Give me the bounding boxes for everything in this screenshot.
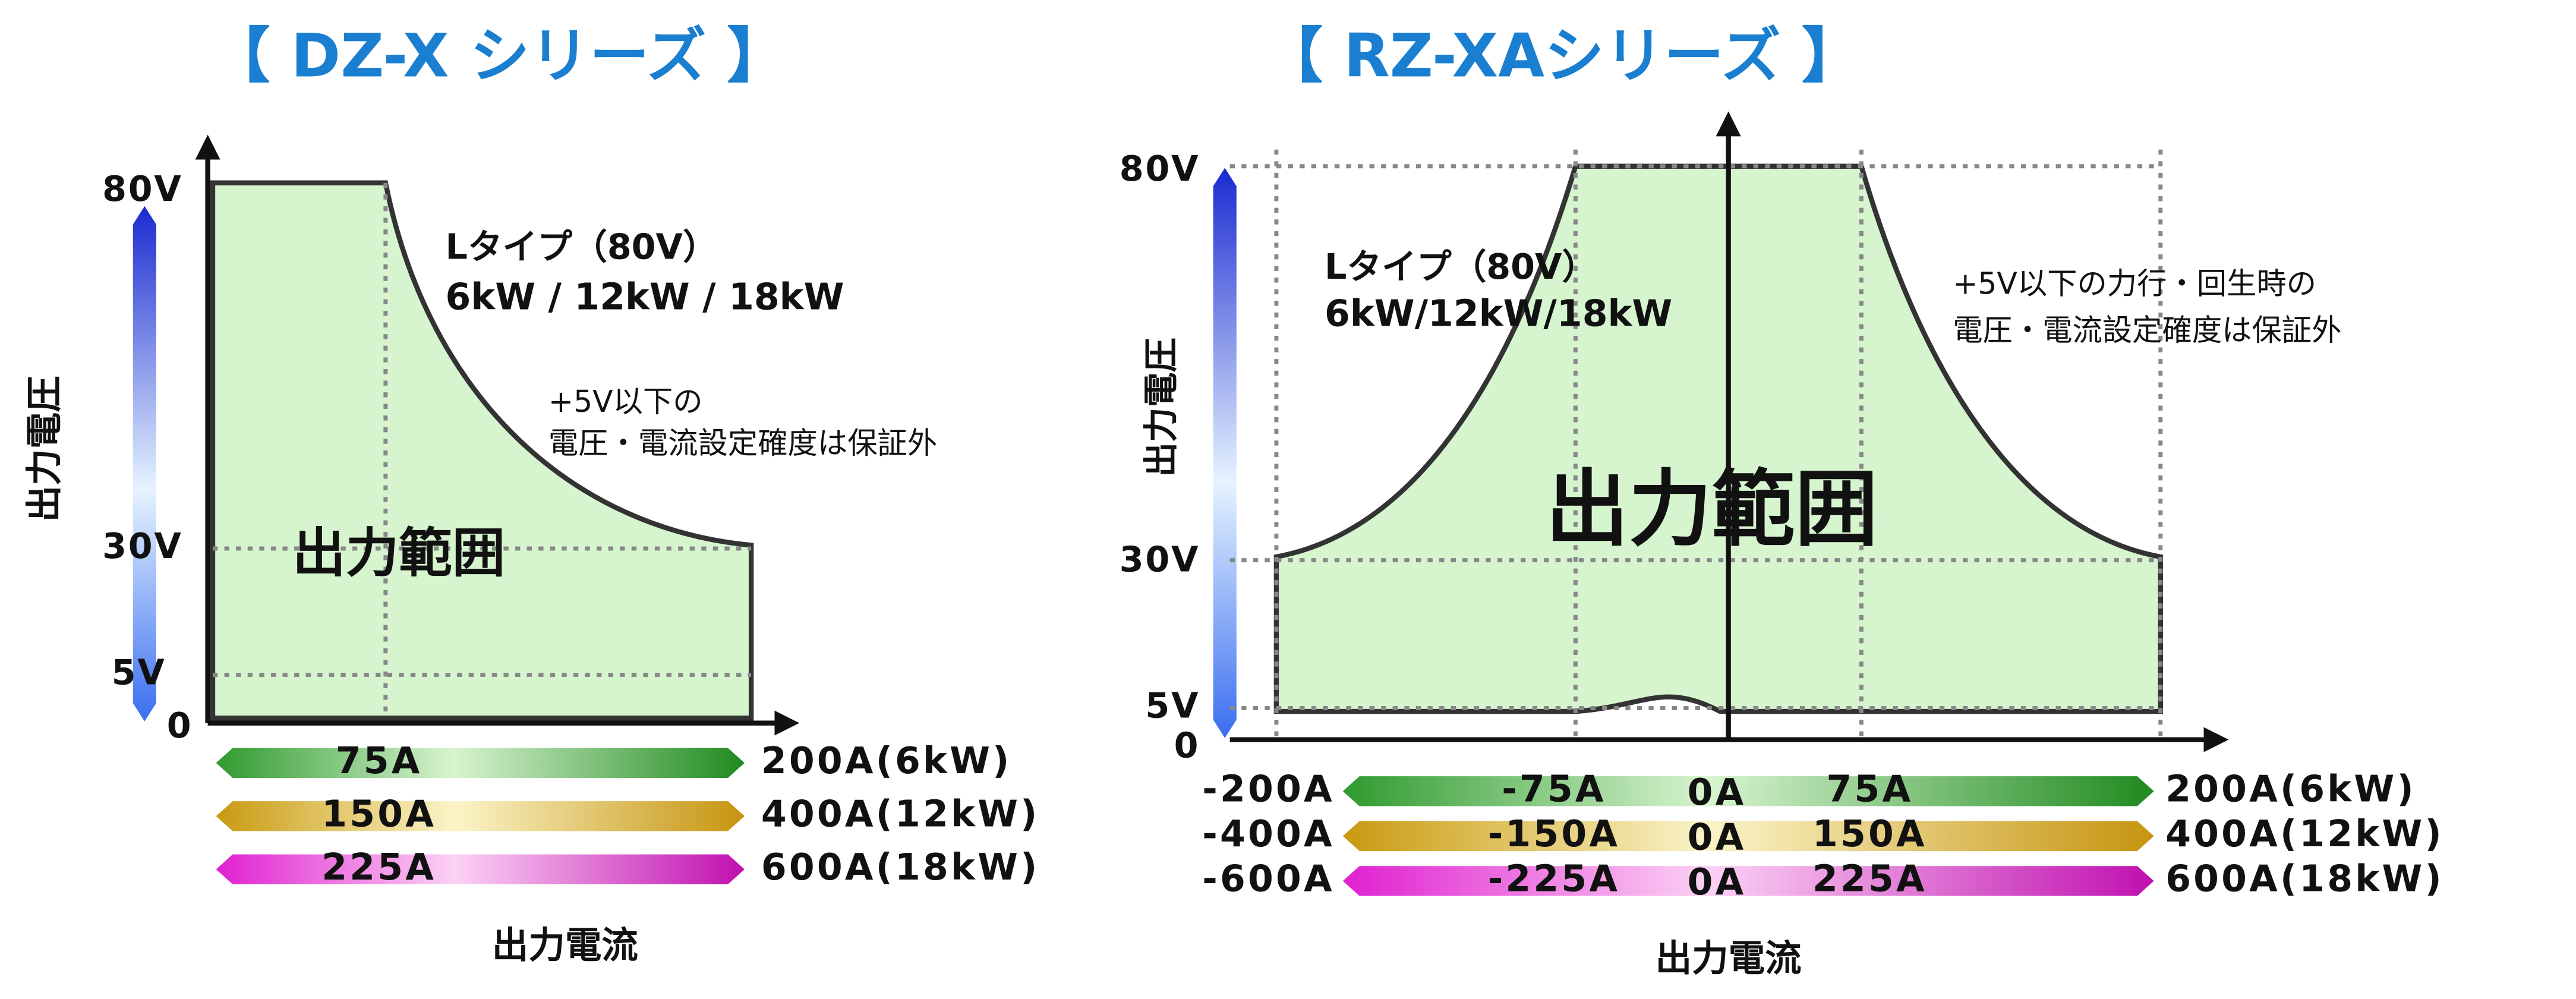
note: 電圧・電流設定確度は保証外 [1953, 313, 2341, 348]
output-region [210, 180, 754, 721]
capacity-label: 6kW/12kW/18kW [1325, 292, 1672, 335]
type-label: Lタイプ（80V） [446, 226, 718, 267]
note: 電圧・電流設定確度は保証外 [548, 426, 937, 461]
y-tick: 5V [1145, 685, 1200, 726]
x-axis-label: 出力電流 [1656, 937, 1802, 980]
current-label: 0A [1688, 771, 1746, 814]
current-label: 150A [321, 792, 436, 835]
current-label: 600A(18kW) [761, 846, 1040, 888]
current-label: 75A [336, 739, 422, 782]
y-axis-label: 出力電圧 [1140, 338, 1181, 477]
current-label: 600A(18kW) [2165, 857, 2444, 900]
voltage-bar [1213, 168, 1237, 738]
current-bar [216, 801, 745, 831]
current-label: 400A(12kW) [761, 792, 1040, 835]
y-tick: 0 [1174, 725, 1200, 766]
note: +5V以下の [548, 384, 703, 419]
current-bar [1342, 866, 2154, 896]
current-label: 200A(6kW) [2165, 767, 2416, 810]
current-label: 0A [1688, 861, 1746, 903]
current-label: -225A [1488, 857, 1620, 900]
current-label: -75A [1502, 767, 1606, 810]
output-region [1273, 163, 2164, 714]
y-tick: 0 [167, 705, 193, 746]
current-label: 400A(12kW) [2165, 812, 2444, 855]
current-label: 75A [1826, 767, 1913, 810]
current-bar [1342, 821, 2154, 852]
region-label: 出力範囲 [292, 522, 505, 584]
current-label: 225A [321, 846, 436, 888]
current-bar [1342, 776, 2154, 806]
title: 【 RZ-XAシリーズ 】 [1263, 21, 1861, 91]
note: +5V以下の力行・回生時の [1953, 266, 2316, 301]
current-bar [216, 748, 745, 778]
current-label: -150A [1488, 812, 1620, 855]
type-label: Lタイプ（80V） [1325, 246, 1597, 287]
current-label: 150A [1812, 812, 1927, 855]
grid-lines [1229, 149, 2163, 740]
current-label: 200A(6kW) [761, 739, 1012, 782]
y-axis-label: 出力電圧 [23, 376, 65, 522]
capacity-label: 6kW / 12kW / 18kW [446, 276, 844, 319]
current-label: 0A [1688, 816, 1746, 859]
x-axis-label: 出力電流 [492, 924, 638, 966]
y-tick: 30V [1120, 538, 1200, 579]
current-bar [216, 854, 745, 884]
y-tick: 80V [1120, 148, 1200, 189]
current-label: -200A [1202, 767, 1335, 810]
grid-lines [212, 182, 752, 718]
y-tick: 30V [102, 525, 183, 566]
region-label: 出力範囲 [1546, 461, 1878, 557]
title: 【 DZ-X シリーズ 】 [210, 21, 787, 91]
current-label: -400A [1202, 812, 1335, 855]
current-label: 225A [1812, 857, 1927, 900]
y-tick: 80V [102, 168, 183, 209]
current-label: -600A [1202, 857, 1335, 900]
y-tick: 5V [112, 652, 166, 693]
voltage-bar [133, 206, 156, 721]
